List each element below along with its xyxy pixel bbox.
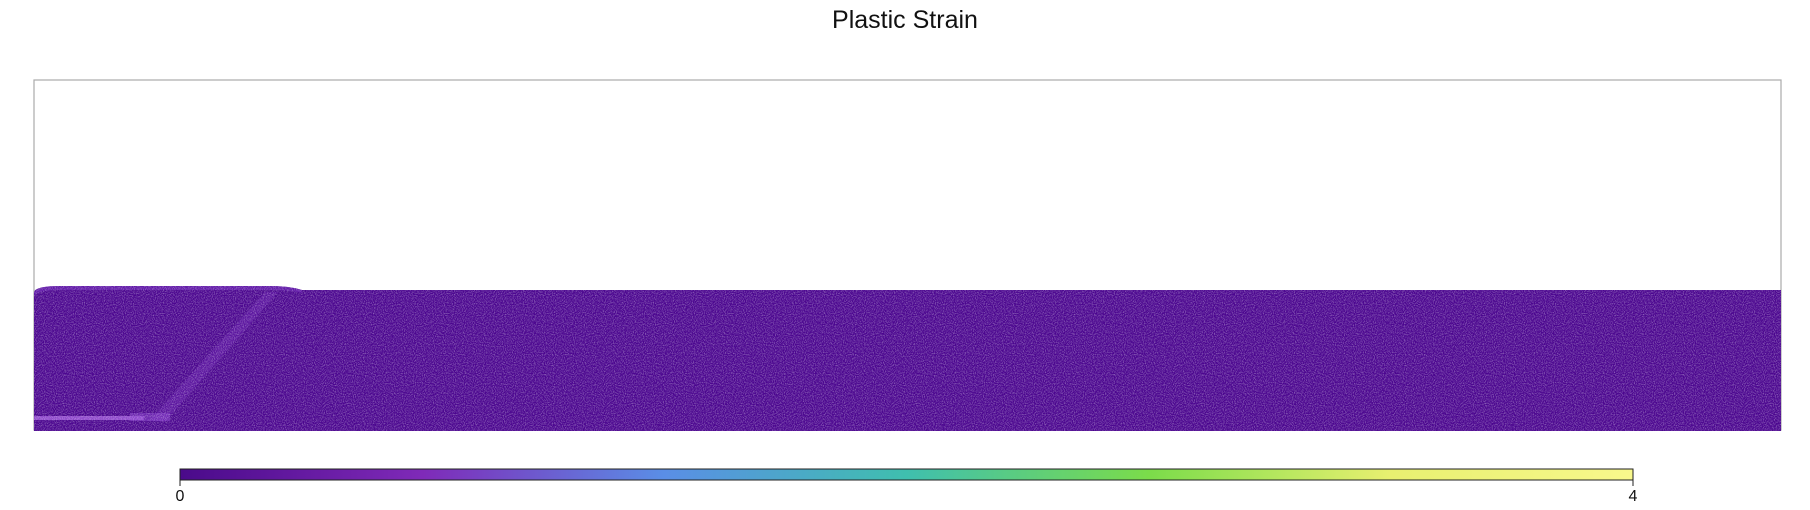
colorbar-tick-min: 0: [176, 488, 185, 505]
chart-title: Plastic Strain: [832, 6, 978, 34]
colorbar: 0 4: [176, 468, 1638, 505]
colorbar-gradient: [179, 468, 1634, 481]
particle-grain: [34, 286, 1781, 431]
strain-field: [34, 286, 1781, 431]
colorbar-tick-max: 4: [1629, 488, 1638, 505]
